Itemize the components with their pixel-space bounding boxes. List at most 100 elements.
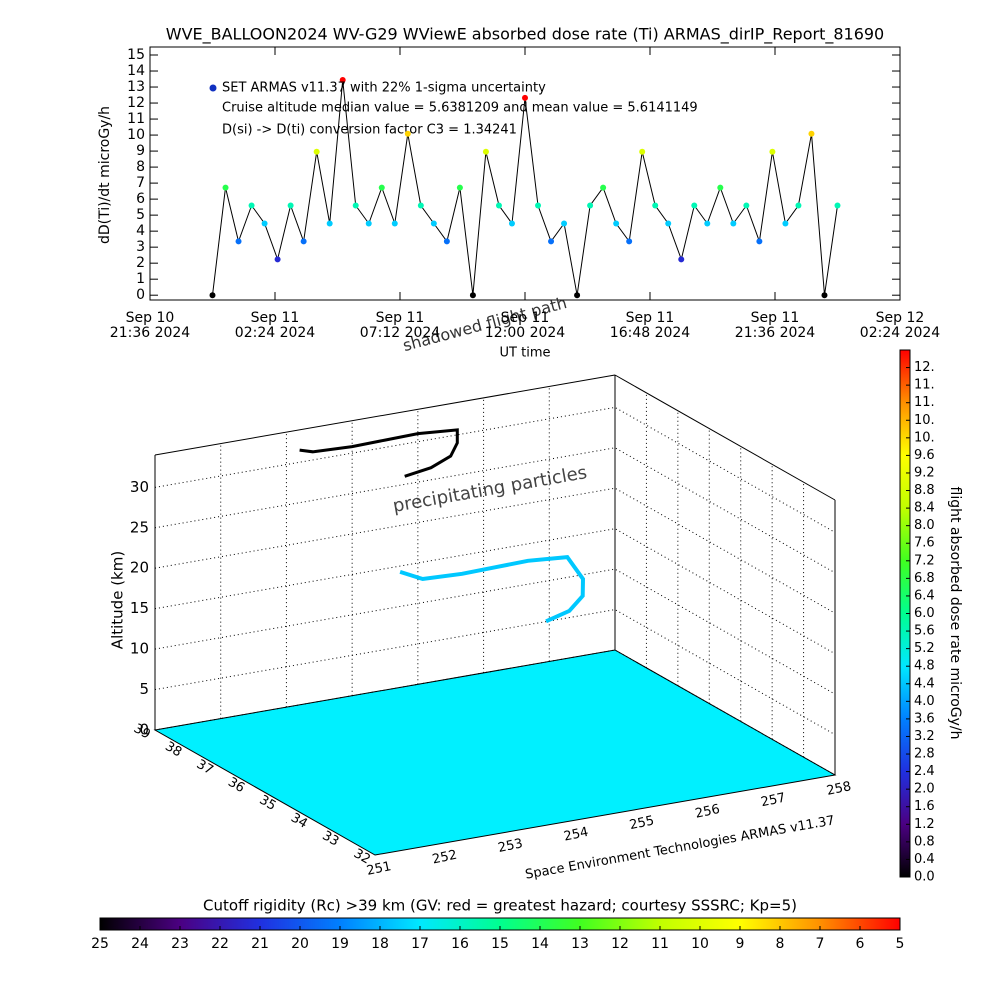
colorbar-tick-label: 4.0 <box>914 694 935 709</box>
z-axis-label: Altitude (km) <box>109 551 127 649</box>
colorbar-tick-label: 4.8 <box>914 659 935 674</box>
x-tick-label: Sep 12 <box>876 310 925 326</box>
flight-path <box>399 555 586 624</box>
data-point <box>456 184 463 191</box>
y-tick-label: 7 <box>136 175 145 191</box>
x-tick-label: 255 <box>628 813 655 833</box>
colorbar-tick-label: 10. <box>914 430 935 445</box>
colorbar-tick-label: 7.6 <box>914 536 935 551</box>
data-point <box>287 202 294 209</box>
colorbar-tick-label: 1.2 <box>914 817 935 832</box>
data-point <box>391 220 398 227</box>
data-point <box>821 292 828 299</box>
data-point <box>417 202 424 209</box>
z-tick-label: 20 <box>130 559 149 577</box>
colorbar-tick-label: 18 <box>371 936 389 952</box>
data-point <box>782 220 789 227</box>
y-tick-label: 3 <box>136 239 145 255</box>
x-tick-label: Sep 11 <box>751 310 800 326</box>
colorbar-tick-label: 5 <box>896 936 905 952</box>
z-tick-label: 15 <box>130 599 149 617</box>
y-tick-label: 36 <box>225 775 247 796</box>
x-tick-label: Sep 10 <box>126 310 175 326</box>
colorbar-tick-label: 0.4 <box>914 852 935 867</box>
x-tick-label: 16:48 2024 <box>610 325 691 341</box>
colorbar-tick-label: 7.2 <box>914 553 935 568</box>
x-tick-label: Sep 11 <box>501 310 550 326</box>
data-point <box>548 238 555 245</box>
data-point <box>587 202 594 209</box>
colorbar-tick-label: 11 <box>651 936 669 952</box>
colorbar-tick-label: 6 <box>856 936 865 952</box>
data-point <box>222 184 229 191</box>
y-tick-label: 39 <box>131 721 153 742</box>
colorbar-tick-label: 19 <box>331 936 349 952</box>
box-edge <box>154 374 616 456</box>
x-tick-label: 253 <box>497 836 524 856</box>
data-point <box>469 292 476 299</box>
colorbar-tick-label: 25 <box>91 936 109 952</box>
colorbar-tick-label: 2.0 <box>914 782 935 797</box>
x-tick-label: 21:36 2024 <box>110 325 191 341</box>
data-point <box>482 148 489 155</box>
colorbar-tick-label: 6.4 <box>914 588 935 603</box>
data-point <box>691 202 698 209</box>
colorbar-tick-label: 10 <box>691 936 709 952</box>
colorbar-tick-label: 21 <box>251 936 269 952</box>
data-point <box>626 238 633 245</box>
colorbar-tick-label: 9.6 <box>914 448 935 463</box>
data-point <box>769 148 776 155</box>
colorbar-tick-label: 23 <box>171 936 189 952</box>
data-point <box>795 202 802 209</box>
legend-marker <box>209 84 217 92</box>
data-point <box>574 292 581 299</box>
colorbar-tick-label: 7 <box>816 936 825 952</box>
x-tick-label: 256 <box>694 802 721 822</box>
z-tick-label: 0 <box>139 721 149 739</box>
colorbar-tick-label: 20 <box>291 936 309 952</box>
z-tick-label: 25 <box>130 518 149 536</box>
data-point <box>522 94 528 101</box>
colorbar-tick-label: 10. <box>914 413 935 428</box>
annotation: D(si) -> D(ti) conversion factor C3 = 1.… <box>222 123 517 138</box>
y-tick-label: 12 <box>127 95 145 111</box>
colorbar-tick-label: 9.2 <box>914 465 935 480</box>
y-tick-label: 10 <box>127 127 145 143</box>
x-tick-label: 21:36 2024 <box>735 325 816 341</box>
data-point <box>365 220 372 227</box>
x-tick-label: 254 <box>562 825 589 845</box>
x-tick-label: Sep 11 <box>626 310 675 326</box>
data-point <box>561 220 568 227</box>
colorbar-tick-label: 2.8 <box>914 747 935 762</box>
data-point <box>443 238 450 245</box>
x-tick-label: 02:24 2024 <box>235 325 316 341</box>
data-point <box>404 130 411 137</box>
data-point <box>678 256 685 263</box>
colorbar-tick-label: 6.8 <box>914 571 935 586</box>
y-tick-label: 37 <box>194 757 216 778</box>
x-tick-label: 252 <box>431 848 458 868</box>
colorbar-tick-label: 5.6 <box>914 624 935 639</box>
x-axis-label: UT time <box>500 346 551 361</box>
data-point <box>756 238 763 245</box>
colorbar-label: Cutoff rigidity (Rc) >39 km (GV: red = g… <box>203 897 797 915</box>
y-tick-label: 11 <box>127 111 145 127</box>
y-tick-label: 15 <box>127 47 145 63</box>
colorbar-tick-label: 16 <box>451 936 469 952</box>
legend-label: SET ARMAS v11.37 with 22% 1-sigma uncert… <box>222 81 546 96</box>
x-tick-label: Sep 11 <box>251 310 300 326</box>
z-tick-label: 30 <box>130 478 149 496</box>
colorbar-tick-label: 14 <box>531 936 549 952</box>
y-tick-label: 13 <box>127 79 145 95</box>
data-point <box>248 202 255 209</box>
data-point <box>352 202 359 209</box>
y-axis-label: dD(Ti)/dt microGy/h <box>97 106 113 244</box>
y-tick-label: 35 <box>257 793 279 814</box>
y-tick-label: 1 <box>136 271 145 287</box>
colorbar-tick-label: 11. <box>914 395 935 410</box>
data-point <box>378 184 385 191</box>
colorbar-tick-label: 3.6 <box>914 711 935 726</box>
data-point <box>600 184 607 191</box>
y-tick-label: 38 <box>162 739 184 760</box>
data-point <box>495 202 502 209</box>
